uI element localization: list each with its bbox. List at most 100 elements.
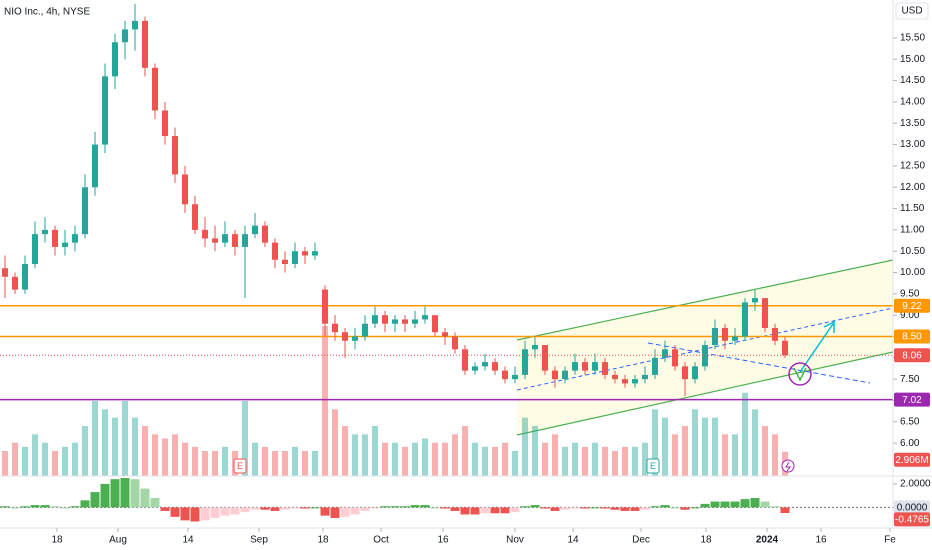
volume-bar xyxy=(712,417,718,476)
volume-bar xyxy=(562,446,568,476)
currency-box[interactable] xyxy=(895,2,929,20)
volume-bar xyxy=(682,426,688,476)
oscillator-bar xyxy=(90,492,100,508)
volume-bar xyxy=(362,434,368,476)
volume-bar xyxy=(262,446,268,476)
oscillator-bar xyxy=(500,507,510,514)
volume-bar xyxy=(112,417,118,476)
y2-tick-label-box xyxy=(894,500,930,515)
oscillator-label: -0.4765 xyxy=(895,515,929,526)
volume-bar xyxy=(482,446,488,476)
oscillator-bar xyxy=(520,506,530,508)
candle-body xyxy=(282,259,288,265)
candle-body xyxy=(612,374,618,380)
candle-body xyxy=(512,374,518,380)
volume-bar xyxy=(242,401,248,476)
current-price-label: 8.06 xyxy=(902,350,922,361)
volume-bar xyxy=(692,409,698,476)
oscillator-bar xyxy=(560,507,570,510)
volume-bar xyxy=(22,446,28,476)
candle-body xyxy=(62,242,68,247)
candle-body xyxy=(12,276,18,290)
candle-body xyxy=(482,362,488,367)
candle-body xyxy=(722,327,728,341)
event-icon xyxy=(233,458,247,474)
candle-body xyxy=(662,349,668,358)
volume-bar xyxy=(472,442,478,476)
oscillator-bar xyxy=(250,507,260,510)
event-label: E xyxy=(237,461,243,471)
volume-bar xyxy=(352,434,358,476)
y-tick-label: 11.50 xyxy=(900,203,925,214)
oscillator-label-box xyxy=(894,512,930,527)
oscillator-bar xyxy=(470,507,480,515)
x-tick-label: 18 xyxy=(700,535,712,546)
volume-bar xyxy=(722,434,728,476)
level-label-box xyxy=(894,298,930,313)
x-tick-label: 18 xyxy=(51,535,63,546)
oscillator-bar xyxy=(700,503,710,508)
chart-title: NIO Inc., 4h, NYSE xyxy=(4,7,90,18)
volume-bar xyxy=(552,434,558,476)
oscillator-bar xyxy=(80,500,90,508)
candle-body xyxy=(202,229,208,239)
volume-bar xyxy=(622,446,628,476)
volume-bar xyxy=(82,426,88,476)
volume-bar xyxy=(282,451,288,476)
y-tick-label: 10.00 xyxy=(900,267,925,278)
volume-bar xyxy=(42,442,48,476)
candle-body xyxy=(502,370,508,380)
event-icon xyxy=(646,458,660,474)
oscillator-bar xyxy=(730,501,740,508)
y-tick-label: 12.50 xyxy=(900,161,925,172)
y2-tick-label: 2.0000 xyxy=(900,479,931,490)
oscillator-bar xyxy=(640,507,650,510)
oscillator-bar xyxy=(480,507,490,514)
currency[interactable]: USD xyxy=(901,6,922,17)
oscillator-bar xyxy=(60,507,70,509)
volume-bar xyxy=(742,392,748,476)
y-tick-label: 14.50 xyxy=(900,75,925,86)
oscillator-bar xyxy=(190,507,200,522)
oscillator-bar xyxy=(40,505,50,508)
oscillator-bar xyxy=(130,479,140,508)
oscillator-bar xyxy=(550,507,560,511)
candle-body xyxy=(112,42,118,77)
candle-body xyxy=(572,362,578,371)
candle-body xyxy=(42,229,48,235)
oscillator-bar xyxy=(360,507,370,511)
oscillator-bar xyxy=(220,507,230,516)
candle-body xyxy=(422,315,428,320)
oscillator-bar xyxy=(770,506,780,508)
volume-bar xyxy=(642,442,648,476)
oscillator-bar xyxy=(180,507,190,521)
candle-body xyxy=(562,370,568,380)
oscillator-bar xyxy=(450,507,460,511)
oscillator-bar xyxy=(230,507,240,515)
volume-bar xyxy=(522,417,528,476)
oscillator-bar xyxy=(260,507,270,510)
arrow-head xyxy=(823,320,835,333)
candle-body xyxy=(262,225,268,243)
volume-bar xyxy=(122,401,128,476)
candle-body xyxy=(412,319,418,324)
candle-body xyxy=(352,336,358,341)
oscillator-bar xyxy=(200,507,210,521)
oscillator-bar xyxy=(210,507,220,518)
oscillator-bar xyxy=(370,507,380,509)
oscillator-bar xyxy=(720,501,730,508)
oscillator-bar xyxy=(530,505,540,508)
oscillator-bar xyxy=(690,507,700,509)
volume-bar xyxy=(202,451,208,476)
volume-bar xyxy=(72,442,78,476)
volume-bar xyxy=(502,442,508,476)
candle-body xyxy=(332,323,338,333)
volume-bar xyxy=(272,451,278,476)
candle-body xyxy=(732,336,738,341)
volume-bar xyxy=(342,426,348,476)
x-tick-label: Nov xyxy=(506,535,524,546)
volume-bar xyxy=(652,409,658,476)
volume-bar xyxy=(142,426,148,476)
volume-bar xyxy=(752,409,758,476)
oscillator-bar xyxy=(650,506,660,508)
